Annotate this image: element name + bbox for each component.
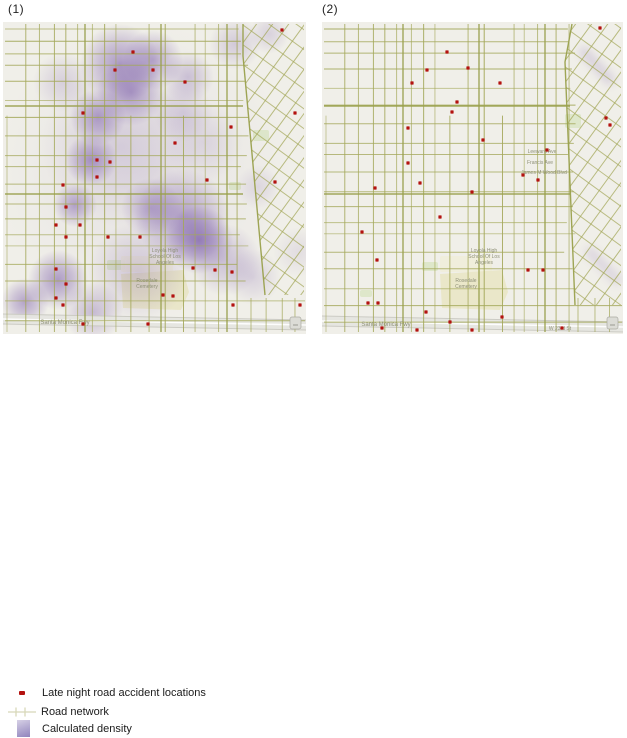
legend-item-accidents: Late night road accident locations [19, 687, 206, 699]
svg-text:W 23rd St: W 23rd St [549, 326, 572, 332]
svg-text:Francis Ave: Francis Ave [527, 160, 553, 166]
map-widget-icon [606, 316, 619, 330]
panel-1-label: (1) [8, 2, 25, 16]
density-layer [328, 31, 622, 331]
accident-marker-icon [19, 691, 25, 695]
svg-text:Leeward Ave: Leeward Ave [528, 149, 557, 155]
legend-label-density: Calculated density [42, 722, 132, 735]
accident-dots-layer [360, 26, 612, 332]
freeway [3, 313, 306, 331]
svg-text:Santa Monica Fwy: Santa Monica Fwy [361, 322, 410, 328]
legend-item-road-network: Road network [8, 705, 109, 719]
map-place-labels: Loyola High School Of Los Angeles Rosedale C… [40, 248, 181, 326]
road-network-icon [8, 707, 36, 717]
legend-label-accidents: Late night road accident locations [42, 687, 206, 699]
legend-item-density: Calculated density [17, 719, 132, 738]
road-network-layer [324, 23, 622, 332]
accident-dots-layer [54, 28, 302, 326]
panel-2-label: (2) [322, 2, 339, 16]
svg-text:James M Wood Blvd: James M Wood Blvd [521, 170, 567, 176]
map-place-labels: Loyola High School Of Los Angeles Rosedale C… [361, 149, 571, 332]
map-widget-icon [289, 316, 302, 330]
svg-text:Santa Monica Fwy: Santa Monica Fwy [40, 320, 89, 326]
map-panel-network-density: Loyola High School Of Los Angeles Rosedale C… [322, 22, 623, 334]
density-gradient-icon [17, 720, 30, 737]
legend: Late night road accident locations Road … [0, 340, 627, 737]
map-panel-kernel-density: Loyola High School Of Los Angeles Rosedale C… [3, 22, 306, 334]
legend-label-road-network: Road network [41, 706, 109, 718]
